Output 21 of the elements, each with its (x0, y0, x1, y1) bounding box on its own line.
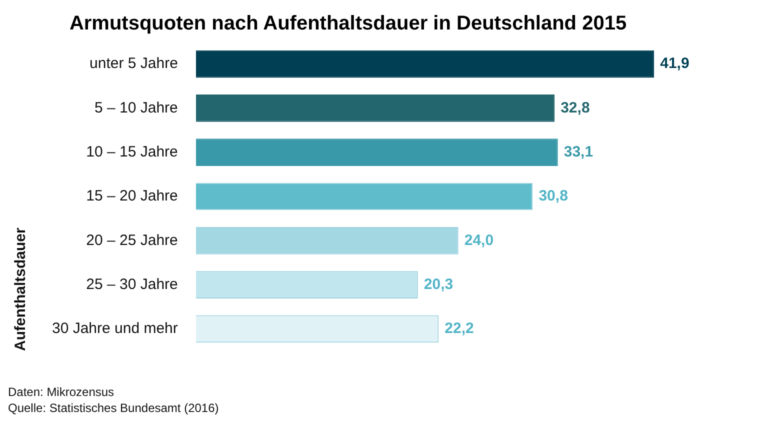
data-label: 33,1 (564, 144, 594, 160)
source-note: Quelle: Statistisches Bundesamt (2016) (8, 400, 220, 416)
data-label: 22,2 (444, 320, 474, 338)
text: Daten: Mikrozensus (8, 384, 116, 400)
data-label: 20,3 (424, 276, 454, 293)
data-label: 41,9 (660, 55, 690, 72)
data-label: 30,8 (538, 188, 568, 205)
y-axis-title: Aufenthaltsdauer (12, 227, 30, 351)
y-tick-label: 10 – 15 Jahre (86, 144, 178, 160)
y-tick-label: unter 5 Jahre (90, 55, 178, 72)
bar (196, 138, 558, 166)
bar (196, 94, 555, 122)
bar (196, 50, 654, 78)
y-tick-label: 5 – 10 Jahre (94, 99, 178, 116)
y-tick-label: 15 – 20 Jahre (86, 188, 178, 205)
data-label: 32,8 (560, 99, 590, 116)
y-tick-label: 25 – 30 Jahre (86, 276, 178, 293)
y-tick-label: 20 – 25 Jahre (86, 232, 178, 249)
chart-title: Armutsquoten nach Aufenthaltsdauer in Deutschland 2015 (69, 12, 627, 35)
y-tick-label: 30 Jahre und mehr (52, 320, 178, 338)
data-label: 24,0 (464, 232, 494, 249)
